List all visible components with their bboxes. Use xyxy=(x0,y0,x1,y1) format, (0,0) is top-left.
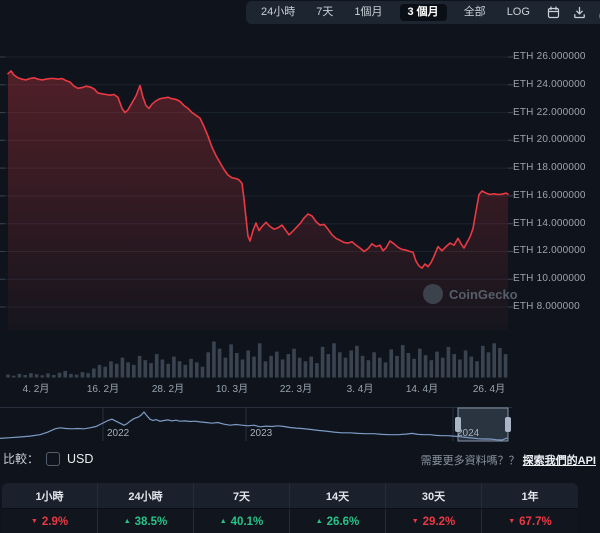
year-label: 2023 xyxy=(250,428,273,439)
api-prompt: 需要更多資料嗎？？ 探索我們的API xyxy=(421,452,596,468)
x-axis-label: 26. 4月 xyxy=(472,384,506,395)
range-button-7d[interactable]: 7天 xyxy=(312,5,337,20)
perf-value-cell: ▼ 67.7% xyxy=(482,509,578,533)
x-axis-label: 16. 2月 xyxy=(86,384,120,395)
compare-row: 比較： USD xyxy=(3,450,93,467)
percent-value: 2.9% xyxy=(41,515,69,528)
range-button-log[interactable]: LOG xyxy=(503,5,534,20)
perf-header-cell: 30天 xyxy=(386,483,482,508)
y-axis-label: ETH 22.000000 xyxy=(513,107,586,118)
navigator-handle-left[interactable] xyxy=(455,417,461,432)
range-button-all[interactable]: 全部 xyxy=(460,5,490,20)
x-axis-label: 10. 3月 xyxy=(215,384,249,395)
y-axis-label: ETH 10.000000 xyxy=(513,273,586,284)
y-axis-label: ETH 18.000000 xyxy=(513,162,586,173)
usd-checkbox[interactable] xyxy=(46,451,61,466)
performance-table-header: 1小時 24小時 7天 14天 30天 1年 xyxy=(2,483,578,509)
performance-table: 1小時 24小時 7天 14天 30天 1年 ▼ 2.9% ▲ 38.5% ▲ 40.1% ▲ 26.6… xyxy=(2,483,578,533)
perf-header-cell: 14天 xyxy=(290,483,386,508)
y-axis-label: ETH 8.000000 xyxy=(513,301,580,312)
y-axis-label: ETH 24.000000 xyxy=(513,79,586,90)
y-axis-label: ETH 14.000000 xyxy=(513,218,586,229)
usd-label[interactable]: USD xyxy=(67,451,94,466)
y-axis-label: ETH 16.000000 xyxy=(513,190,586,201)
range-button-24h[interactable]: 24小時 xyxy=(257,5,299,20)
arrow-down-icon: ▼ xyxy=(30,518,38,525)
year-label: 2022 xyxy=(107,428,130,439)
compare-label: 比較： xyxy=(3,452,40,466)
percent-value: 40.1% xyxy=(230,515,264,528)
navigator-handle-right[interactable] xyxy=(505,417,511,432)
perf-value-cell: ▲ 26.6% xyxy=(290,509,386,533)
coingecko-logo-icon xyxy=(423,284,443,304)
y-axis-label: ETH 20.000000 xyxy=(513,134,586,145)
arrow-up-icon: ▲ xyxy=(123,518,131,525)
range-button-3m[interactable]: 3 個月 xyxy=(399,4,447,21)
perf-header-cell: 7天 xyxy=(194,483,290,508)
arrow-up-icon: ▲ xyxy=(219,518,227,525)
y-axis-label: ETH 26.000000 xyxy=(513,51,586,62)
perf-value-cell: ▲ 40.1% xyxy=(194,509,290,533)
x-axis-label: 22. 3月 xyxy=(279,384,313,395)
calendar-icon[interactable] xyxy=(547,6,560,19)
performance-table-values: ▼ 2.9% ▲ 38.5% ▲ 40.1% ▲ 26.6% ▼ 29.2% ▼ 67.7% xyxy=(2,509,578,533)
perf-header-cell: 1年 xyxy=(521,490,539,503)
x-axis-label: 28. 2月 xyxy=(151,384,185,395)
perf-value-cell: ▼ 2.9% xyxy=(2,509,98,533)
api-link[interactable]: 探索我們的API xyxy=(522,455,596,467)
price-area-fill xyxy=(8,70,508,331)
chart-toolbar: 24小時 7天 1個月 3 個月 全部 LOG xyxy=(246,1,600,24)
x-axis-label: 3. 4月 xyxy=(346,384,374,395)
percent-value: 67.7% xyxy=(519,515,552,528)
x-axis-label: 4. 2月 xyxy=(22,384,50,395)
navigator-line xyxy=(0,411,509,441)
percent-value: 38.5% xyxy=(134,515,168,528)
arrow-down-icon: ▼ xyxy=(411,518,419,525)
percent-value: 26.6% xyxy=(326,515,360,528)
y-axis-label: ETH 12.000000 xyxy=(513,245,586,256)
price-line xyxy=(7,70,509,269)
percent-value: 29.2% xyxy=(422,515,456,528)
perf-header-cell: 24小時 xyxy=(98,483,194,508)
download-icon[interactable] xyxy=(573,6,586,19)
arrow-up-icon: ▲ xyxy=(315,518,323,525)
arrow-down-icon: ▼ xyxy=(508,518,516,525)
x-axis-label: 14. 4月 xyxy=(405,384,439,395)
range-button-1m[interactable]: 1個月 xyxy=(350,5,386,20)
perf-value-cell: ▼ 29.2% xyxy=(386,509,482,533)
volume-bars xyxy=(6,341,508,378)
perf-value-cell: ▲ 38.5% xyxy=(98,509,194,533)
api-prompt-text: 需要更多資料嗎？？ xyxy=(420,455,520,467)
watermark-text: CoinGecko xyxy=(449,286,518,302)
perf-header-cell: 1小時 xyxy=(2,483,98,508)
watermark: CoinGecko xyxy=(423,284,518,304)
year-label: 2024 xyxy=(457,428,480,439)
